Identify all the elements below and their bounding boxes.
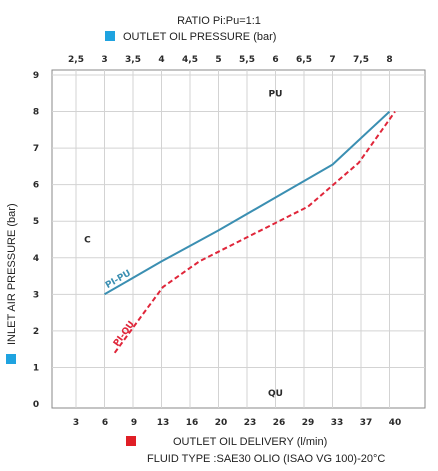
top-tick-label: 6,5 [296,55,312,65]
left-tick-label: 8 [33,108,39,118]
bottom-tick-label: 6 [102,418,108,428]
bottom-tick-label: 29 [302,418,315,428]
left-tick-label: 9 [33,71,39,81]
series-line-pi-pu [104,110,391,296]
plot-frame [51,69,426,409]
region-label: PU [269,89,283,99]
top-tick-label: 4,5 [182,55,198,65]
left-tick-label: 0 [33,400,39,410]
bottom-tick-label: 40 [389,418,402,428]
left-tick-label: 6 [33,181,39,191]
top-tick-label: 2,5 [68,55,84,65]
top-tick-label: 5 [215,55,221,65]
top-tick-label: 6 [272,55,278,65]
bottom-tick-label: 16 [186,418,199,428]
top-axis-label: OUTLET OIL PRESSURE (bar) [123,31,276,43]
left-tick-label: 7 [33,144,39,154]
bottom-tick-label: 33 [331,418,344,428]
top-tick-label: 7 [329,55,335,65]
bottom-tick-label: 13 [157,418,170,428]
bottom-axis-label: OUTLET OIL DELIVERY (l/min) [173,436,327,448]
top-legend-marker [105,31,115,41]
left-tick-label: 2 [33,327,39,337]
left-tick-label: 4 [33,254,39,264]
top-tick-label: 3 [101,55,107,65]
left-legend-marker [6,354,16,364]
bottom-tick-label: 26 [273,418,286,428]
series-line-pi-qu [113,111,396,354]
bottom-tick-label: 23 [244,418,257,428]
footer-note: FLUID TYPE :SAE30 OLIO (ISAO VG 100)-20°… [147,453,385,465]
bottom-legend-marker [126,436,136,446]
top-tick-label: 4 [158,55,164,65]
bottom-tick-label: 37 [360,418,373,428]
left-tick-label: 3 [33,290,39,300]
top-tick-label: 3,5 [125,55,141,65]
bottom-tick-label: 3 [73,418,79,428]
top-tick-label: 5,5 [239,55,255,65]
region-label: QU [268,389,283,399]
region-label: C [84,236,91,246]
bottom-tick-label: 9 [131,418,137,428]
top-tick-label: 8 [386,55,392,65]
left-tick-label: 5 [33,217,39,227]
chart-title: RATIO Pi:Pu=1:1 [177,15,261,27]
left-axis-label: INLET AIR PRESSURE (bar) [6,203,18,345]
top-tick-label: 7,5 [353,55,369,65]
left-tick-label: 1 [33,363,39,373]
bottom-tick-label: 20 [215,418,228,428]
